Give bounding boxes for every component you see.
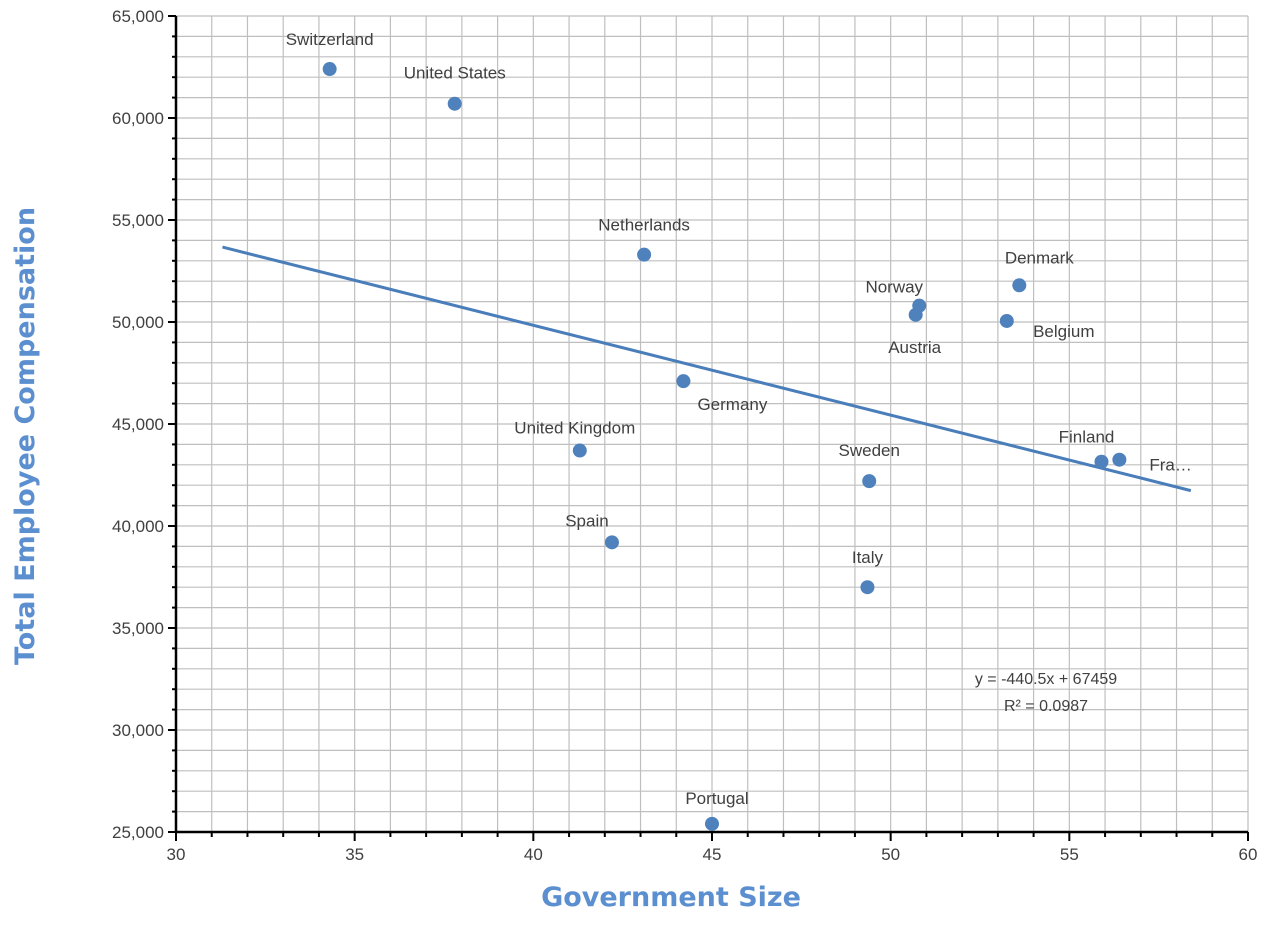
trendline-r-squared: R² = 0.0987 — [1004, 698, 1088, 715]
data-point — [322, 62, 337, 77]
y-tick-label: 65,000 — [112, 7, 164, 26]
data-point — [604, 535, 619, 550]
point-labels: Switzerland United States Netherlands Norwa… — [286, 30, 1192, 808]
x-tick-label: 60 — [1239, 845, 1258, 864]
point-label: Sweden — [839, 441, 900, 460]
data-point — [860, 580, 875, 595]
point-label: Austria — [888, 338, 941, 357]
point-label: Portugal — [685, 789, 748, 808]
gridlines — [175, 15, 1249, 833]
y-tick-label: 60,000 — [112, 109, 164, 128]
y-tick-label: 45,000 — [112, 415, 164, 434]
point-label: Belgium — [1033, 322, 1094, 341]
point-label: Switzerland — [286, 30, 374, 49]
trendline-group — [222, 245, 1192, 493]
point-label: United Kingdom — [514, 419, 635, 438]
data-point — [676, 374, 691, 389]
axis-text: y = -440.5x + 67459 R² = 0.0987 Governme… — [10, 7, 1257, 913]
data-point — [1094, 454, 1109, 469]
point-label: Denmark — [1005, 248, 1074, 267]
point-label: Fra… — [1149, 456, 1192, 475]
x-tick-label: 30 — [167, 845, 186, 864]
x-tick-label: 35 — [345, 845, 364, 864]
data-point — [637, 247, 652, 262]
y-tick-label: 30,000 — [112, 721, 164, 740]
x-tick-label: 40 — [524, 845, 543, 864]
x-tick-label: 45 — [703, 845, 722, 864]
point-label: Norway — [865, 278, 923, 297]
data-point — [705, 816, 719, 831]
point-label: Netherlands — [598, 216, 690, 235]
data-point — [999, 313, 1014, 328]
trendline-equation: y = -440.5x + 67459 — [975, 671, 1117, 688]
data-point — [908, 307, 923, 322]
x-axis-title: Government Size — [541, 882, 801, 913]
y-tick-label: 40,000 — [112, 517, 164, 536]
point-label: Germany — [697, 395, 767, 414]
point-label: Finland — [1059, 428, 1115, 447]
point-label: Italy — [852, 548, 884, 567]
data-point — [572, 443, 587, 458]
data-point — [1112, 452, 1127, 467]
point-label: Spain — [565, 511, 608, 530]
y-tick-label: 55,000 — [112, 211, 164, 230]
axes — [168, 15, 1249, 841]
point-label: United States — [404, 64, 506, 83]
x-tick-label: 50 — [881, 845, 900, 864]
y-tick-label: 50,000 — [112, 313, 164, 332]
x-tick-label: 55 — [1060, 845, 1079, 864]
data-point — [1012, 278, 1027, 293]
data-points — [322, 62, 1127, 831]
data-point — [862, 474, 877, 489]
y-tick-label: 25,000 — [112, 823, 164, 842]
data-point — [447, 96, 462, 111]
trendline — [222, 245, 1192, 493]
y-axis-title: Total Employee Compensation — [10, 207, 41, 665]
y-tick-label: 35,000 — [112, 619, 164, 638]
